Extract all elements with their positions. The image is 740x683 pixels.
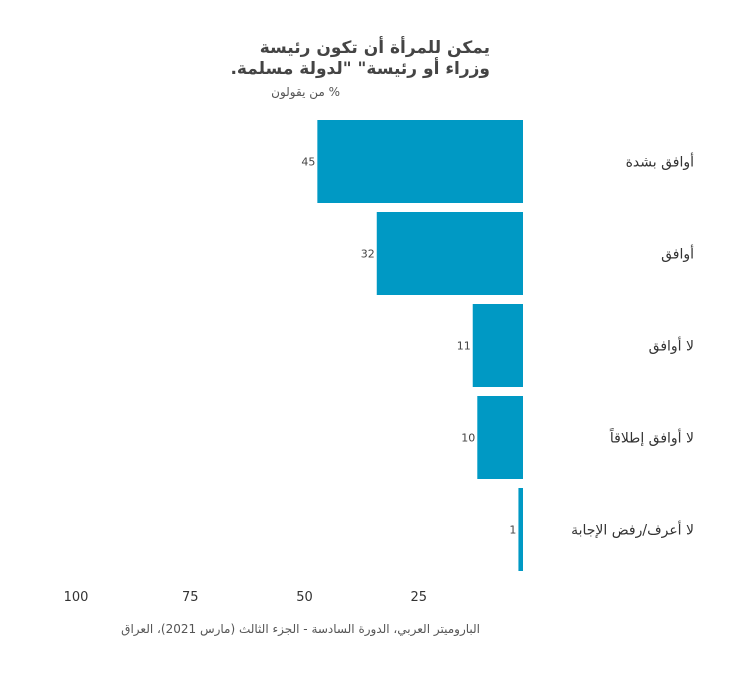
value-label-4: 1 [509, 524, 516, 537]
bar-0 [317, 120, 523, 203]
chart-title: يمكن للمرأة أن تكون رئيسة وزراء أو رئيسة… [230, 38, 490, 79]
value-label-3: 10 [461, 432, 475, 445]
x-tick-25: 25 [410, 590, 427, 605]
value-label-1: 32 [361, 248, 375, 261]
x-tick-50: 50 [296, 590, 313, 605]
bar-4 [518, 488, 523, 571]
x-tick-75: 75 [182, 590, 199, 605]
category-label-2: لا أوافق [649, 337, 694, 355]
category-label-4: لا أعرف/رفض الإجابة [571, 521, 694, 539]
category-label-0: أوافق بشدة [626, 153, 695, 171]
category-label-3: لا أوافق إطلاقاً [609, 427, 694, 446]
category-label-1: أوافق [661, 245, 694, 263]
bar-3 [477, 396, 523, 479]
chart-subtitle: % من يقولون [271, 85, 340, 99]
source-note: الباروميتر العربي، الدورة السادسة - الجز… [121, 622, 480, 636]
x-tick-100: 100 [64, 590, 89, 605]
value-label-2: 11 [457, 340, 471, 353]
bar-1 [376, 212, 523, 295]
bar-2 [472, 304, 523, 387]
value-label-0: 45 [301, 156, 315, 169]
